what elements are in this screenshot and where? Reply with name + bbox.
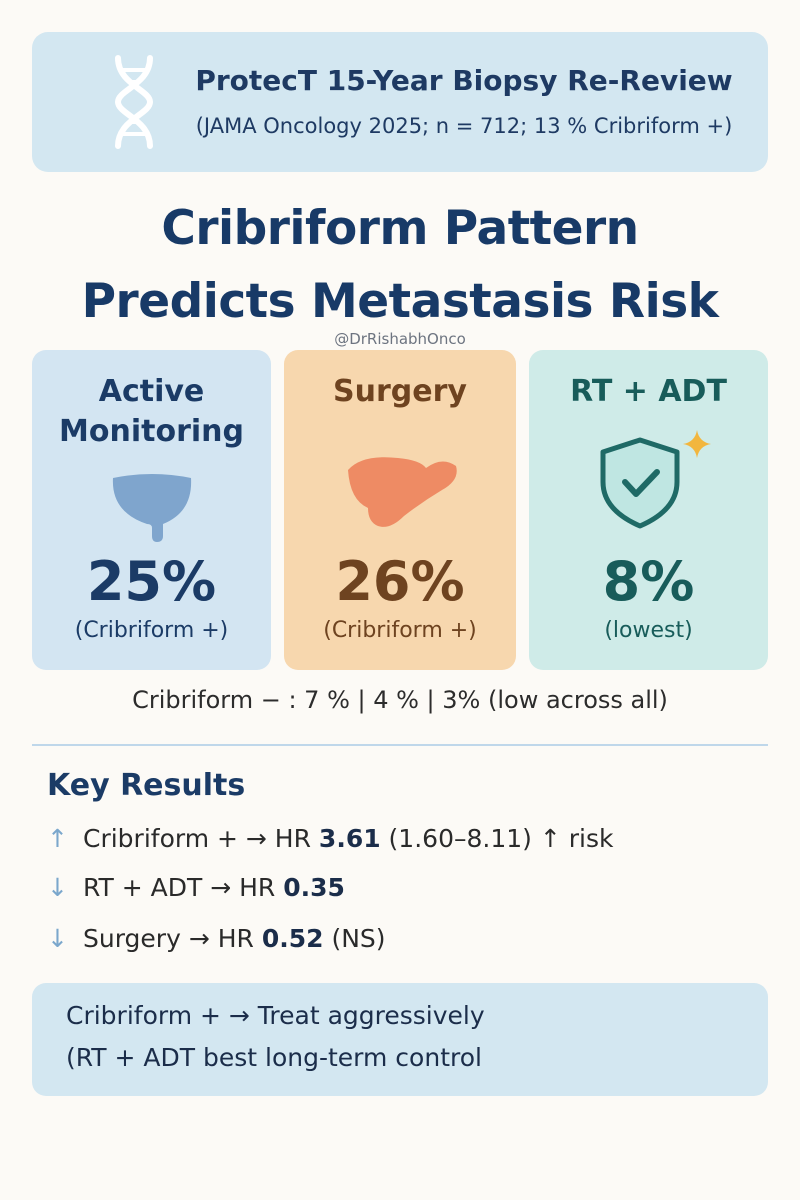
dna-icon [114, 55, 154, 149]
card-title-line-2: Monitoring [59, 414, 244, 449]
header-subtitle: (JAMA Oncology 2025; n = 712; 13 % Cribr… [195, 114, 733, 138]
header-banner: ProtecT 15-Year Biopsy Re-Review (JAMA O… [32, 32, 768, 172]
card-rt-adt: RT + ADT 8% (lowest) [529, 350, 768, 670]
bladder-icon [112, 474, 192, 542]
result-label: Cribriform + → HR [83, 824, 319, 853]
card-note: (lowest) [604, 618, 693, 643]
header-title: ProtecT 15-Year Biopsy Re-Review [195, 64, 733, 97]
result-hr: 0.52 [261, 924, 324, 953]
result-hr: 3.61 [318, 824, 381, 853]
section-divider [32, 744, 768, 746]
result-row: ↑ Cribriform + → HR 3.61 (1.60–8.11) ↑ ri… [47, 824, 613, 853]
liver-icon [348, 457, 457, 527]
card-percent: 8% [602, 550, 695, 613]
card-surgery: Surgery 26% (Cribriform +) [284, 350, 516, 670]
down-arrow-icon: ↓ [47, 873, 68, 902]
takeaway-line-2: (RT + ADT best long-term control [66, 1043, 482, 1072]
card-note: (Cribriform +) [323, 618, 477, 643]
card-percent: 25% [86, 550, 217, 613]
card-title: Active Monitoring [32, 372, 271, 452]
headline-line-1: Cribriform Pattern [161, 201, 639, 256]
cribriform-negative-summary: Cribriform − : 7 % | 4 % | 3% (low acros… [132, 686, 668, 714]
result-label: Surgery → HR [83, 924, 262, 953]
headline-line-2: Predicts Metastasis Risk [81, 274, 719, 329]
takeaway-line-1: Cribriform + → Treat aggressively [66, 1001, 485, 1030]
result-hr: 0.35 [283, 873, 345, 902]
result-detail: (1.60–8.11) ↑ risk [380, 824, 614, 853]
key-results-title: Key Results [47, 768, 246, 803]
card-title: Surgery [333, 374, 467, 409]
card-percent: 26% [335, 550, 465, 613]
up-arrow-icon: ↑ [47, 824, 68, 853]
card-active-monitoring: Active Monitoring 25% (Cribriform +) [32, 350, 271, 670]
down-arrow-icon: ↓ [47, 924, 68, 953]
headline: Cribriform Pattern Predicts Metastasis R… [20, 192, 780, 338]
result-label: RT + ADT → HR [83, 873, 284, 902]
author-handle: @DrRishabhOnco [334, 330, 466, 348]
card-title-line-1: Active [98, 374, 205, 409]
result-row: ↓ Surgery → HR 0.52 (NS) [47, 924, 386, 953]
result-detail: (NS) [323, 924, 386, 953]
shield-check-icon [600, 430, 711, 529]
result-row: ↓ RT + ADT → HR 0.35 [47, 873, 345, 902]
takeaway-box: Cribriform + → Treat aggressively (RT + … [32, 983, 768, 1096]
card-note: (Cribriform +) [74, 618, 229, 643]
card-title: RT + ADT [570, 374, 727, 409]
